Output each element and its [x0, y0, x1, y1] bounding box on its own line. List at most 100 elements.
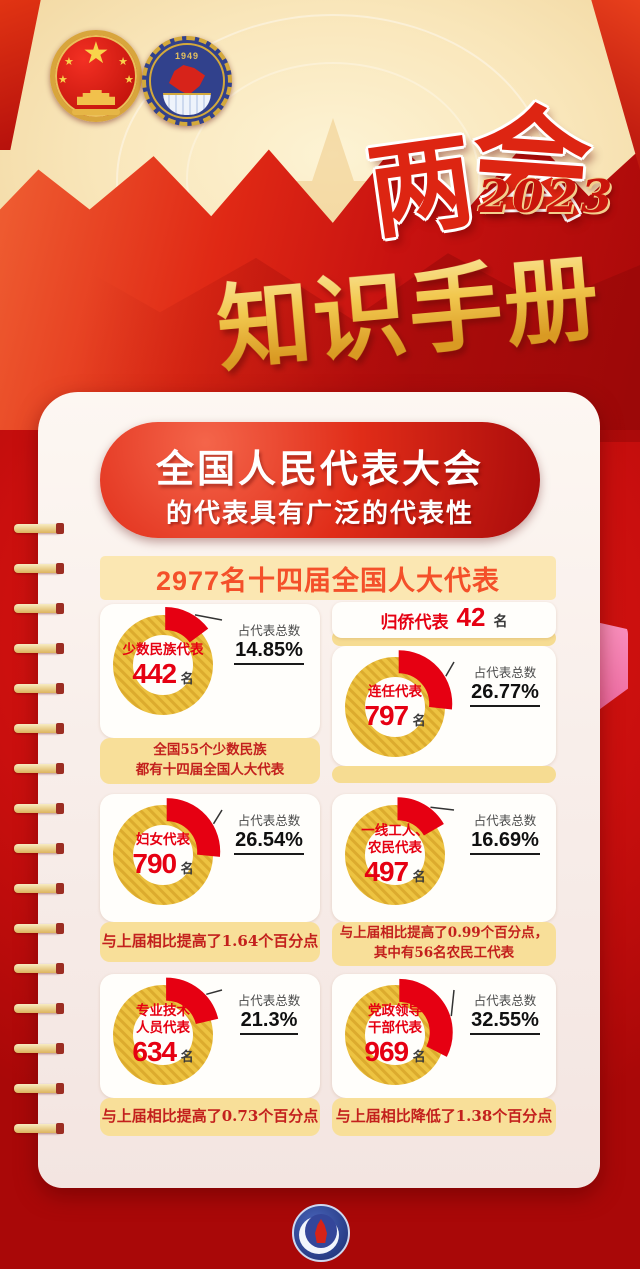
tile-value-row: 790 名: [132, 849, 193, 878]
tile-title: 人员代表: [136, 1020, 190, 1036]
tile-value: 497: [364, 856, 409, 888]
donut-slice: [398, 978, 453, 1057]
tile-value-row: 797 名: [364, 701, 425, 730]
donut-chart: [113, 798, 223, 905]
tile-value-row: 497 名: [364, 857, 425, 886]
prc-national-emblem-icon: ★ ★ ★ ★ ★: [50, 30, 142, 122]
ribbon-icon: [72, 109, 120, 115]
leader-line: [450, 989, 455, 1017]
tile-value: 634: [132, 1036, 177, 1068]
tile-note: 全国55个少数民族都有十四届全国人大代表: [100, 738, 320, 784]
tiananmen-icon: [77, 90, 115, 105]
star-icon: ★: [64, 56, 74, 68]
binder-ring: [14, 1003, 64, 1014]
tile-title: 一线工人、: [361, 823, 429, 839]
overseas-label: 归侨代表: [380, 612, 449, 632]
tile-title: 党政领导: [368, 1003, 422, 1019]
binder-ring: [14, 683, 64, 694]
tile-title: 妇女代表: [136, 831, 190, 847]
tile-value: 442: [132, 657, 177, 689]
note-line: 与上届相比降低了1.38个百分点: [335, 1107, 553, 1126]
binder-ring-cap: [56, 1043, 64, 1054]
panel-heading: 2977名十四届全国人大代表: [100, 556, 556, 600]
binder-ring-cap: [56, 603, 64, 614]
share-percent: 26.54%: [234, 829, 304, 855]
tile-title: 专业技术: [136, 1003, 190, 1019]
donut-center-label: 连任代表 797 名: [338, 650, 452, 764]
binder-ring: [14, 963, 64, 974]
donut-remainder-ring: [113, 985, 213, 1085]
binder-ring-cap: [56, 683, 64, 694]
binder-ring-cap: [56, 1083, 64, 1094]
share-percent: 16.69%: [470, 829, 540, 855]
binder-ring: [14, 923, 64, 934]
donut-remainder-ring: [113, 615, 213, 715]
donut-slice: [165, 977, 219, 1025]
overseas-value: 42: [456, 602, 486, 632]
overseas-chinese-stat: 归侨代表 42 名: [332, 602, 556, 638]
share-caption: 占代表总数: [237, 814, 301, 828]
binder-ring-cap: [56, 723, 64, 734]
event-calligraphy: 两 会 2023: [361, 74, 618, 255]
star-icon: ★: [118, 56, 128, 68]
leader-line: [430, 806, 455, 811]
binder-ring: [14, 803, 64, 814]
binder-ring: [14, 723, 64, 734]
donut-slice: [396, 797, 444, 836]
donut-chart: [345, 797, 455, 905]
share-block: 占代表总数 26.77%: [458, 662, 552, 707]
donut-center-label: 专业技术 人员代表 634 名: [106, 978, 220, 1092]
binder-ring: [14, 563, 64, 574]
binder-ring-cap: [56, 643, 64, 654]
share-block: 占代表总数 32.55%: [458, 990, 552, 1035]
donut-chart: [345, 978, 455, 1085]
note-line: 其中有56名农民工代表: [373, 945, 515, 961]
overseas-unit: 名: [493, 613, 508, 629]
leader-line: [206, 989, 223, 996]
binder-ring: [14, 883, 64, 894]
donut-remainder-ring: [345, 805, 445, 905]
tile-unit: 名: [412, 1049, 426, 1065]
tile-value-row: 634 名: [132, 1037, 193, 1066]
share-percent: 32.55%: [470, 1009, 540, 1035]
binder-ring: [14, 1043, 64, 1054]
star-icon: ★: [124, 74, 134, 86]
note-line: 与上届相比提高了0.99个百分点，: [339, 925, 549, 942]
share-block: 占代表总数 14.85%: [222, 620, 316, 665]
tile-bottom-band: [332, 766, 556, 783]
donut-center-label: 党政领导 干部代表 969 名: [338, 978, 452, 1092]
share-block: 占代表总数 26.54%: [222, 810, 316, 855]
binder-ring: [14, 523, 64, 534]
donut-slice: [166, 798, 221, 857]
tile-title: 少数民族代表: [122, 641, 204, 657]
tile-unit: 名: [180, 860, 194, 876]
binder-ring-cap: [56, 523, 64, 534]
tile-value-row: 442 名: [132, 659, 193, 688]
binder-ring-cap: [56, 803, 64, 814]
rep-tile-连任代表: 连任代表 797 名 占代表总数 26.77%: [332, 646, 556, 766]
star-icon: ★: [82, 37, 110, 70]
binder-ring-cap: [56, 563, 64, 574]
tile-value: 790: [132, 847, 177, 879]
donut-center-label: 妇女代表 790 名: [106, 798, 220, 912]
tile-note: 与上届相比提高了0.99个百分点， 其中有56名农民工代表: [332, 922, 556, 966]
tile-unit: 名: [180, 1049, 194, 1065]
binder-ring-cap: [56, 963, 64, 974]
binder-ring: [14, 1123, 64, 1134]
rep-tile-党政领导干部代表: 党政领导 干部代表 969 名 占代表总数 32.55%: [332, 974, 556, 1098]
share-block: 占代表总数 16.69%: [458, 810, 552, 855]
note-line: 都有十四届全国人大代表: [135, 762, 285, 778]
rep-tile-专业技术人员代表: 专业技术 人员代表 634 名 占代表总数 21.3%: [100, 974, 320, 1098]
tile-unit: 名: [412, 712, 426, 728]
rep-tile-妇女代表: 妇女代表 790 名 占代表总数 26.54%: [100, 794, 320, 922]
rep-tile-一线工人、农民代表: 一线工人、 农民代表 497 名 占代表总数 16.69%: [332, 794, 556, 922]
banner-line-1: 全国人民代表大会: [155, 449, 484, 491]
share-percent: 21.3%: [239, 1009, 299, 1035]
tile-value: 969: [364, 1036, 409, 1068]
donut-slice: [164, 606, 209, 643]
binder-ring: [14, 843, 64, 854]
note-line: 全国55个少数民族: [153, 742, 267, 759]
leader-line: [445, 661, 455, 677]
section-banner: 全国人民代表大会 的代表具有广泛的代表性: [100, 422, 540, 538]
